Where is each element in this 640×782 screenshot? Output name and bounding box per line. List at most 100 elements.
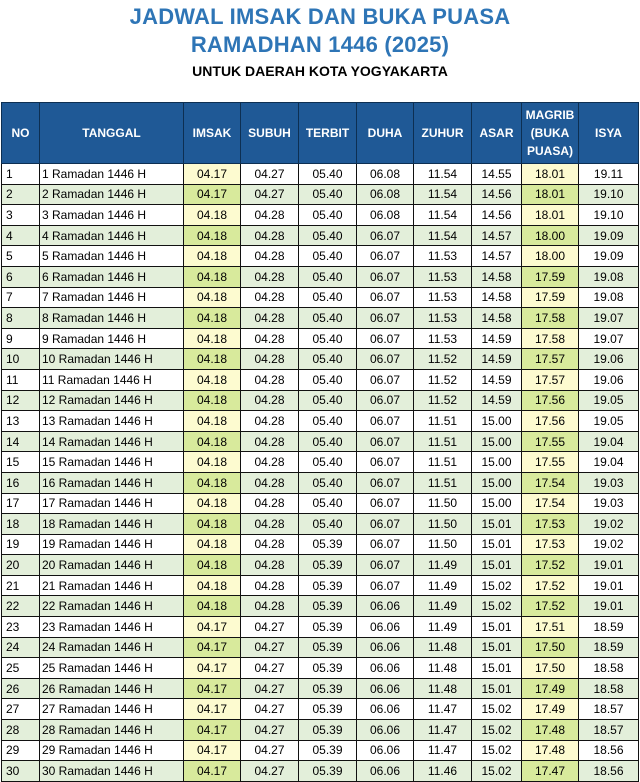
cell-duha: 06.06 <box>356 719 414 741</box>
cell-imsak: 04.18 <box>183 410 241 432</box>
cell-magrib: 17.53 <box>521 533 579 556</box>
cell-subuh: 04.27 <box>240 739 299 762</box>
table-header-row: NO TANGGAL IMSAK SUBUH TERBIT DUHA ZUHUR… <box>1 102 639 164</box>
cell-tanggal: 24 Ramadan 1446 H <box>39 636 184 659</box>
cell-imsak: 04.17 <box>183 657 241 679</box>
cell-magrib: 18.01 <box>521 183 579 206</box>
cell-imsak: 04.17 <box>183 183 241 206</box>
cell-zuhur: 11.54 <box>413 163 472 185</box>
cell-no: 6 <box>1 265 40 288</box>
cell-subuh: 04.28 <box>240 224 299 247</box>
col-header-terbit: TERBIT <box>298 102 357 164</box>
cell-imsak: 04.18 <box>183 204 241 226</box>
page-title: JADWAL IMSAK DAN BUKA PUASA <box>129 4 511 29</box>
cell-zuhur: 11.48 <box>413 657 472 679</box>
table-row: 10 10 Ramadan 1446 H 04.18 04.28 05.40 06.07 1… <box>1 348 639 370</box>
cell-subuh: 04.27 <box>240 163 299 185</box>
cell-terbit: 05.40 <box>298 163 357 185</box>
cell-imsak: 04.17 <box>183 636 241 659</box>
cell-subuh: 04.28 <box>240 471 299 494</box>
cell-terbit: 05.40 <box>298 327 357 350</box>
cell-subuh: 04.28 <box>240 204 299 226</box>
cell-magrib: 18.00 <box>521 245 579 267</box>
cell-asar: 15.01 <box>471 616 522 638</box>
cell-asar: 14.58 <box>471 307 522 329</box>
cell-terbit: 05.39 <box>298 739 357 762</box>
cell-magrib: 17.49 <box>521 698 579 721</box>
cell-isya: 19.06 <box>578 368 639 391</box>
cell-zuhur: 11.52 <box>413 348 472 370</box>
cell-imsak: 04.18 <box>183 554 241 576</box>
cell-no: 3 <box>1 204 40 226</box>
cell-zuhur: 11.50 <box>413 533 472 556</box>
cell-magrib: 17.59 <box>521 265 579 288</box>
cell-magrib: 17.47 <box>521 760 579 782</box>
cell-magrib: 17.58 <box>521 327 579 350</box>
cell-no: 15 <box>1 451 40 473</box>
table-row: 14 14 Ramadan 1446 H 04.18 04.28 05.40 06.07 1… <box>1 430 639 453</box>
table-row: 22 22 Ramadan 1446 H 04.18 04.28 05.39 06.06 1… <box>1 595 639 618</box>
cell-subuh: 04.27 <box>240 183 299 206</box>
table-row: 30 30 Ramadan 1446 H 04.17 04.27 05.39 06.06 1… <box>1 760 639 782</box>
cell-duha: 06.07 <box>356 471 414 494</box>
cell-tanggal: 29 Ramadan 1446 H <box>39 739 184 762</box>
cell-imsak: 04.18 <box>183 595 241 618</box>
cell-terbit: 05.39 <box>298 719 357 741</box>
cell-isya: 19.08 <box>578 265 639 288</box>
cell-isya: 19.04 <box>578 430 639 453</box>
cell-terbit: 05.40 <box>298 513 357 535</box>
cell-isya: 19.03 <box>578 471 639 494</box>
cell-tanggal: 14 Ramadan 1446 H <box>39 430 184 453</box>
cell-isya: 19.11 <box>578 163 639 185</box>
cell-tanggal: 22 Ramadan 1446 H <box>39 595 184 618</box>
cell-imsak: 04.17 <box>183 698 241 721</box>
cell-imsak: 04.18 <box>183 574 241 597</box>
cell-terbit: 05.40 <box>298 430 357 453</box>
cell-terbit: 05.39 <box>298 636 357 659</box>
cell-imsak: 04.18 <box>183 265 241 288</box>
cell-no: 9 <box>1 327 40 350</box>
cell-imsak: 04.17 <box>183 163 241 185</box>
cell-terbit: 05.40 <box>298 245 357 267</box>
cell-magrib: 17.54 <box>521 471 579 494</box>
cell-isya: 19.05 <box>578 389 639 412</box>
cell-asar: 14.56 <box>471 183 522 206</box>
cell-subuh: 04.28 <box>240 245 299 267</box>
cell-asar: 15.00 <box>471 471 522 494</box>
cell-magrib: 17.53 <box>521 513 579 535</box>
table-row: 17 17 Ramadan 1446 H 04.18 04.28 05.40 06.07 1… <box>1 492 639 515</box>
cell-terbit: 05.39 <box>298 760 357 782</box>
cell-asar: 14.58 <box>471 286 522 309</box>
cell-zuhur: 11.48 <box>413 636 472 659</box>
cell-subuh: 04.28 <box>240 533 299 556</box>
cell-zuhur: 11.50 <box>413 513 472 535</box>
cell-imsak: 04.17 <box>183 739 241 762</box>
table-row: 21 21 Ramadan 1446 H 04.18 04.28 05.39 06.07 1… <box>1 574 639 597</box>
cell-zuhur: 11.53 <box>413 265 472 288</box>
cell-duha: 06.06 <box>356 595 414 618</box>
cell-tanggal: 8 Ramadan 1446 H <box>39 307 184 329</box>
cell-asar: 15.01 <box>471 636 522 659</box>
cell-subuh: 04.28 <box>240 492 299 515</box>
cell-terbit: 05.40 <box>298 265 357 288</box>
cell-duha: 06.07 <box>356 265 414 288</box>
cell-duha: 06.06 <box>356 616 414 638</box>
cell-no: 10 <box>1 348 40 370</box>
table-row: 25 25 Ramadan 1446 H 04.17 04.27 05.39 06.06 1… <box>1 657 639 679</box>
cell-tanggal: 26 Ramadan 1446 H <box>39 677 184 700</box>
cell-magrib: 17.51 <box>521 616 579 638</box>
col-header-asar: ASAR <box>471 102 522 164</box>
table-row: 24 24 Ramadan 1446 H 04.17 04.27 05.39 06.06 1… <box>1 636 639 659</box>
cell-duha: 06.07 <box>356 451 414 473</box>
cell-isya: 19.10 <box>578 204 639 226</box>
cell-asar: 14.58 <box>471 265 522 288</box>
cell-no: 22 <box>1 595 40 618</box>
cell-asar: 14.56 <box>471 204 522 226</box>
cell-asar: 15.00 <box>471 430 522 453</box>
cell-duha: 06.07 <box>356 513 414 535</box>
cell-subuh: 04.27 <box>240 760 299 782</box>
